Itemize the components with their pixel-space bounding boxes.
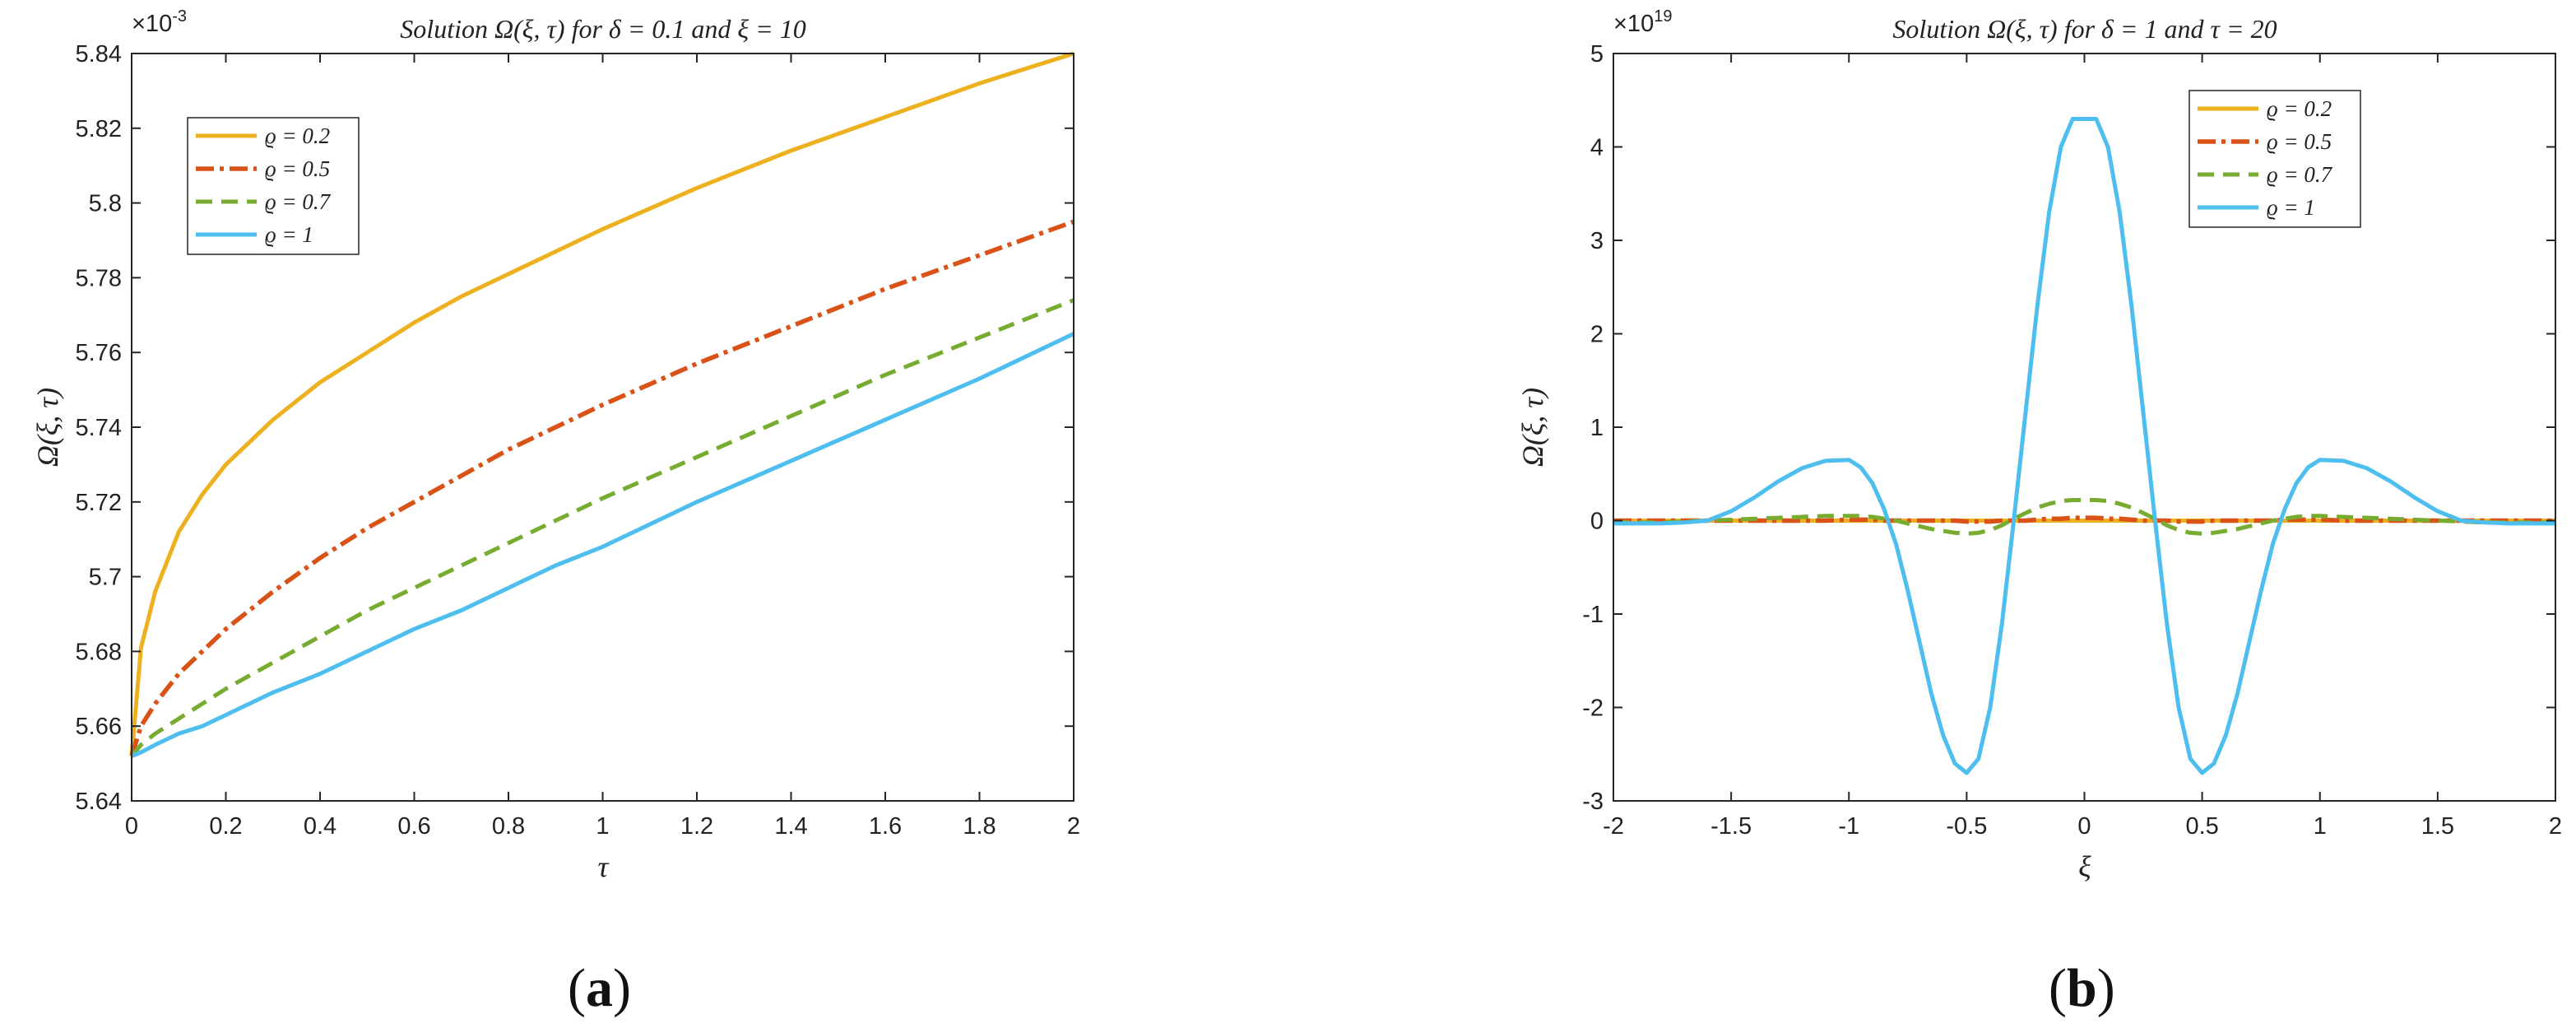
panel-a-ytick-label: 5.84	[76, 41, 122, 67]
panel-b-xlabel: ξ	[2078, 850, 2091, 883]
panel-a-xtick-label: 1.8	[963, 813, 996, 840]
panel-a-exponent: ×10-3	[132, 7, 187, 37]
panel-b-legend: ϱ = 0.2 ϱ = 0.5 ϱ = 0.7 ϱ = 1	[2188, 90, 2361, 228]
panel-b-ytick-label: -1	[1582, 602, 1604, 628]
panel-b-title: Solution Ω(ξ, τ) for δ = 1 and τ = 20	[1892, 14, 2277, 44]
panel-a-series-line-0	[129, 51, 1074, 756]
panel-a-label: (a)	[568, 958, 631, 1018]
panel-b-legend-entry-1: ϱ = 0.5	[2267, 129, 2332, 154]
panel-a-ytick-label: 5.68	[76, 639, 122, 665]
panel-b-legend-entry-3: ϱ = 1	[2267, 195, 2315, 220]
panel-a-xtick-label: 0.6	[397, 813, 430, 840]
panel-a-xtick-label: 1	[596, 813, 609, 840]
panel-a-series-line-1	[129, 219, 1074, 757]
panel-b-ytick-label: 2	[1590, 322, 1604, 348]
panel-b-ytick-label: -3	[1582, 789, 1604, 815]
panel-a-legend-entry-1: ϱ = 0.5	[265, 156, 330, 181]
panel-a-legend-entry-0: ϱ = 0.2	[265, 123, 330, 148]
panel-a-ytick-label: 5.66	[76, 714, 122, 740]
panel-a-ytick-label: 5.82	[76, 116, 122, 142]
panel-b-xtick-label: 1.5	[2421, 813, 2454, 840]
panel-b-legend-box	[2188, 90, 2361, 228]
panel-a-series-line-2	[130, 298, 1074, 758]
panel-b-xtick-label: 2	[2549, 813, 2562, 840]
panel-a-xtick-label: 2	[1067, 813, 1080, 840]
panel-b-series-line-2	[1613, 498, 2555, 536]
panel-a-ytick-label: 5.8	[89, 191, 122, 217]
panel-b-chart: Solution Ω(ξ, τ) for δ = 1 and τ = 20 ×1…	[1516, 7, 2562, 1018]
panel-a-ytick-label: 5.76	[76, 340, 122, 366]
panel-a-legend-box	[187, 117, 360, 255]
panel-a-xtick-label: 1.2	[680, 813, 713, 840]
panel-b-label: (b)	[2049, 958, 2115, 1018]
panel-a-ylabel: Ω(ξ, τ)	[31, 388, 64, 467]
panel-a-title: Solution Ω(ξ, τ) for δ = 0.1 and ξ = 10	[400, 14, 805, 44]
panel-a-xlabel: τ	[598, 850, 610, 883]
panel-a-legend-entry-3: ϱ = 1	[265, 222, 313, 247]
panel-b-xtick-label: 1	[2314, 813, 2327, 840]
panel-b-xtick-label: -1.5	[1710, 813, 1752, 840]
panel-a-xtick-label: 0.2	[209, 813, 242, 840]
panel-b-xtick-label: -0.5	[1946, 813, 1987, 840]
panel-a-xtick-label: 0.4	[304, 813, 337, 840]
panel-b-xtick-label: 0.5	[2185, 813, 2218, 840]
panel-b-ytick-label: 3	[1590, 228, 1604, 254]
panel-a-legend-entry-2: ϱ = 0.7	[265, 189, 332, 214]
panel-b-ytick-label: 5	[1590, 41, 1604, 67]
panel-b-xtick-label: 0	[2077, 813, 2091, 840]
panel-a-chart: Solution Ω(ξ, τ) for δ = 0.1 and ξ = 10 …	[31, 7, 1080, 1018]
panel-b-series-line-3	[1613, 117, 2555, 775]
panel-b-xtick-label: -2	[1603, 813, 1624, 840]
panel-b-axes-box	[1613, 53, 2556, 802]
panel-b-legend-entry-2: ϱ = 0.7	[2267, 162, 2333, 187]
panel-a-xtick-label: 1.4	[774, 813, 807, 840]
panel-b-legend-entry-0: ϱ = 0.2	[2267, 96, 2332, 121]
panel-a-series-line-3	[131, 332, 1075, 758]
panel-b-xtick-label: -1	[1838, 813, 1859, 840]
panel-b-ytick-label: 1	[1590, 415, 1604, 441]
panel-a-xtick-label: 1.6	[869, 813, 902, 840]
panel-b-ylabel: Ω(ξ, τ)	[1516, 388, 1549, 467]
panel-a-ytick-label: 5.72	[76, 490, 122, 516]
panel-a-ytick-label: 5.78	[76, 265, 122, 291]
panel-b-ytick-label: 0	[1590, 509, 1604, 535]
panel-b-ytick-label: 4	[1590, 135, 1604, 161]
panel-a-legend: ϱ = 0.2 ϱ = 0.5 ϱ = 0.7 ϱ = 1	[187, 117, 360, 255]
panel-a-ytick-label: 5.64	[76, 789, 122, 815]
panel-a-xtick-label: 0.8	[492, 813, 525, 840]
panel-b-exponent: ×1019	[1613, 7, 1672, 37]
panel-a-xtick-label: 0	[125, 813, 138, 840]
panel-a-ytick-label: 5.74	[76, 415, 122, 441]
panel-a-ytick-label: 5.7	[89, 565, 122, 591]
panel-b-series-line-1	[1613, 515, 2555, 524]
panel-b-ytick-label: -2	[1582, 696, 1604, 722]
